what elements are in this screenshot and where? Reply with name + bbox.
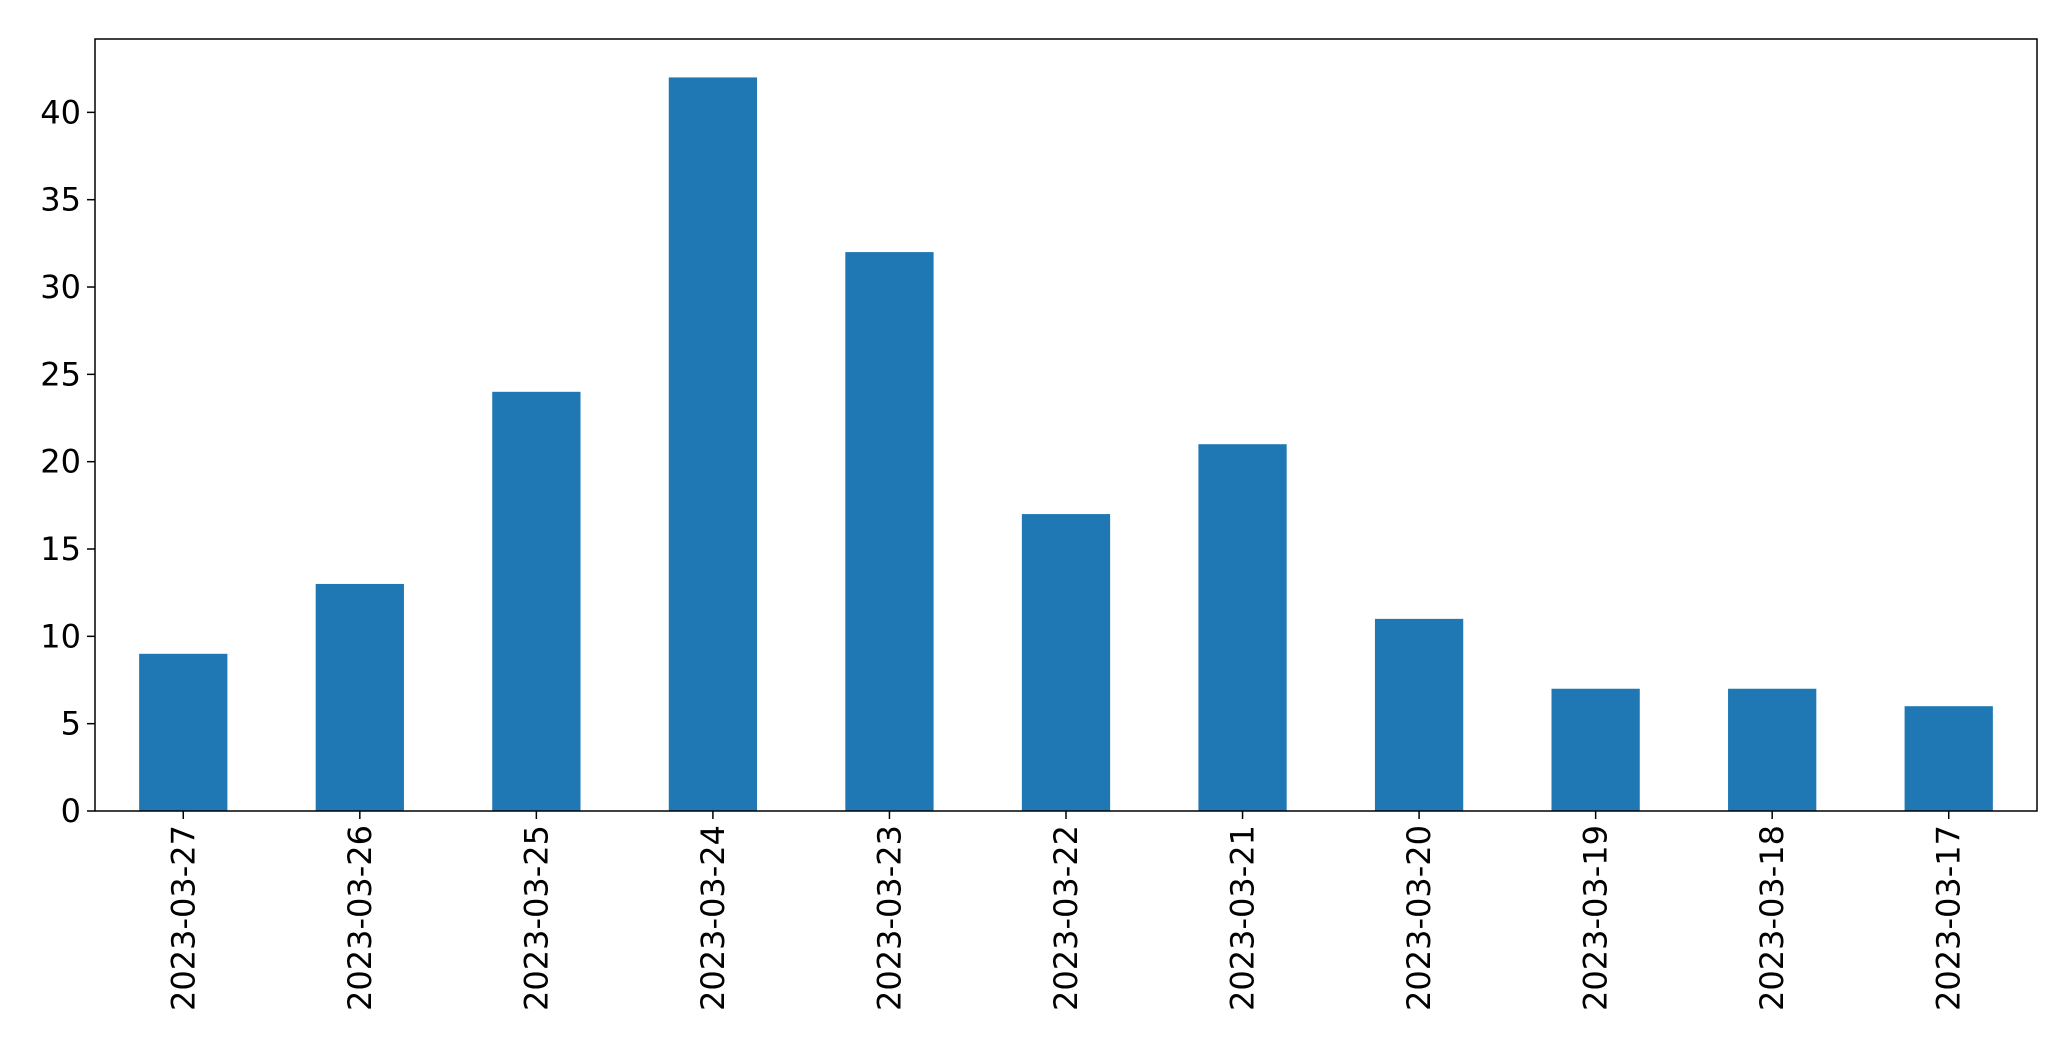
x-tick-label: 2023-03-18 bbox=[1753, 825, 1791, 1011]
bar-2023-03-20 bbox=[1374, 618, 1464, 811]
bar-2023-03-25 bbox=[492, 391, 581, 811]
y-axis: 0 5 10 15 20 25 30 35 40 bbox=[40, 93, 95, 830]
y-tick-label: 10 bbox=[40, 617, 81, 655]
y-tick-label: 20 bbox=[40, 443, 81, 481]
x-tick-label: 2023-03-27 bbox=[164, 825, 202, 1011]
y-tick-label: 15 bbox=[40, 530, 81, 568]
y-tick-label: 40 bbox=[40, 93, 81, 131]
x-tick-label: 2023-03-21 bbox=[1224, 825, 1262, 1011]
bars-group bbox=[139, 77, 1993, 812]
bar-2023-03-26 bbox=[315, 583, 404, 811]
x-tick-label: 2023-03-19 bbox=[1577, 825, 1615, 1011]
x-tick-label: 2023-03-17 bbox=[1930, 825, 1968, 1011]
y-tick-label: 30 bbox=[40, 268, 81, 306]
x-tick-label: 2023-03-20 bbox=[1400, 825, 1438, 1011]
y-tick-label: 25 bbox=[40, 355, 81, 393]
x-tick-label: 2023-03-26 bbox=[341, 825, 379, 1011]
bar-2023-03-19 bbox=[1551, 688, 1640, 811]
y-tick-label: 0 bbox=[61, 792, 81, 830]
bar-2023-03-24 bbox=[668, 77, 758, 812]
bar-2023-03-17 bbox=[1904, 706, 1993, 811]
bar-2023-03-23 bbox=[845, 252, 934, 812]
bar-2023-03-22 bbox=[1021, 514, 1111, 811]
x-tick-label: 2023-03-23 bbox=[870, 825, 908, 1011]
bar-2023-03-18 bbox=[1728, 688, 1817, 811]
x-tick-label: 2023-03-24 bbox=[694, 825, 732, 1011]
x-axis: 2023-03-27 2023-03-26 2023-03-25 2023-03-24… bbox=[164, 811, 1968, 1011]
y-tick-label: 5 bbox=[61, 705, 81, 743]
y-tick-label: 35 bbox=[40, 181, 81, 219]
x-tick-label: 2023-03-25 bbox=[517, 825, 555, 1011]
bar-2023-03-27 bbox=[139, 653, 228, 811]
x-tick-label: 2023-03-22 bbox=[1047, 825, 1085, 1011]
plot-frame bbox=[94, 38, 2038, 812]
bar-2023-03-21 bbox=[1198, 444, 1287, 811]
